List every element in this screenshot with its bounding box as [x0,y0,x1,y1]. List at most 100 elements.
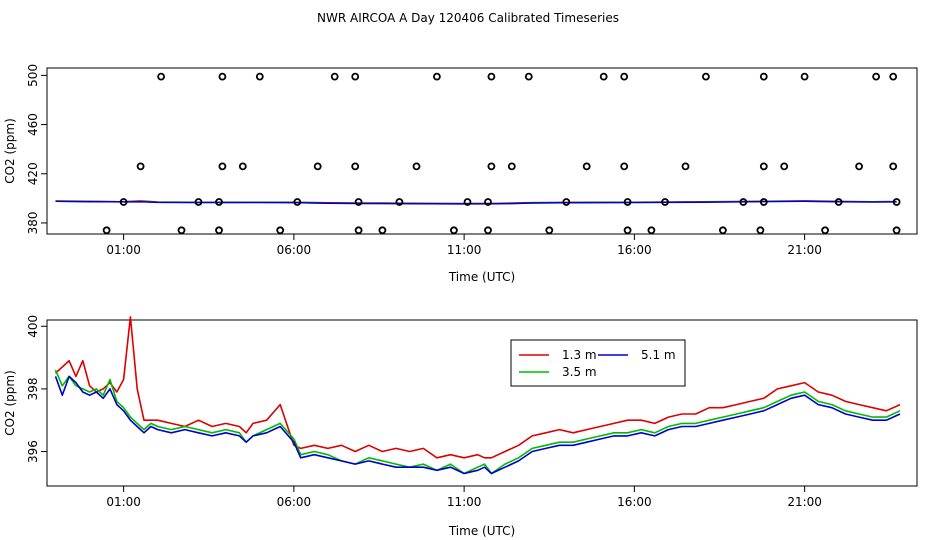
scatter-point [892,198,901,206]
scatter-point [889,72,898,81]
top-y-tick-label: 380 [26,211,40,234]
top-x-tick-label: 21:00 [787,243,822,257]
scatter-point [238,162,247,171]
bottom-x-tick-label: 21:00 [787,495,822,509]
top-y-tick-label: 500 [26,64,40,87]
top-x-tick-label: 01:00 [106,243,141,257]
top-series-lines [55,200,897,205]
top-x-axis-label: Time (UTC) [448,270,515,284]
scatter-point [351,162,360,171]
scatter-point [484,198,492,206]
scatter-point [582,162,591,171]
figure-title: NWR AIRCOA A Day 120406 Calibrated Times… [317,11,619,25]
bottom-series-line-1-3-m [54,316,901,459]
scatter-point [351,72,360,81]
scatter-point [780,162,789,171]
scatter-point [872,72,880,81]
bottom-y-tick-label: 398 [26,377,40,400]
scatter-point [892,226,901,235]
scatter-point [647,226,656,235]
scatter-point [759,162,768,171]
scatter-point [136,162,145,171]
scatter-point [620,162,629,171]
scatter-point [449,226,458,235]
top-y-tick-label: 460 [26,113,40,136]
bottom-x-axis: 01:00 06:00 11:00 16:00 21:00 [106,486,822,509]
scatter-point [293,198,302,206]
scatter-point [194,198,203,206]
top-y-axis-label: CO2 (ppm) [3,118,17,184]
scatter-point [313,162,322,171]
scatter-point [821,226,829,235]
bottom-x-tick-label: 16:00 [617,495,652,509]
scatter-point [800,72,809,81]
scatter-point [759,72,768,81]
legend-label-5-1m: 5.1 m [641,348,676,362]
scatter-point [255,72,264,81]
top-series-line-5-1-m [55,200,897,205]
top-x-tick-label: 06:00 [277,243,312,257]
scatter-point [215,198,223,206]
scatter-point [855,162,863,171]
scatter-point [834,198,843,206]
bottom-plot-frame [46,319,918,487]
bottom-x-tick-label: 01:00 [106,495,141,509]
scatter-point [354,226,363,235]
top-x-tick-label: 11:00 [447,243,482,257]
scatter-point [330,72,339,81]
bottom-y-axis-label: CO2 (ppm) [3,370,17,436]
scatter-point [739,198,748,206]
scatter-point [432,72,441,81]
scatter-point [463,198,472,206]
scatter-point [599,72,608,81]
scatter-point [681,162,690,171]
legend-box [510,339,686,387]
top-x-axis: 01:00 06:00 11:00 16:00 21:00 [106,234,822,257]
scatter-point [177,226,186,235]
scatter-point [276,226,285,235]
top-plot-frame [46,67,918,235]
scatter-point [562,198,571,206]
scatter-point [354,198,363,206]
scatter-point [623,198,632,206]
scatter-point [119,198,128,206]
legend-label-3-5m: 3.5 m [562,365,597,379]
legend-label-1-3m: 1.3 m [562,348,597,362]
scatter-point [524,72,533,81]
scatter-point [487,72,496,81]
scatter-point [507,162,516,171]
top-y-tick-label: 420 [26,162,40,185]
bottom-x-axis-label: Time (UTC) [448,524,515,538]
bottom-panel: 01:00 06:00 11:00 16:00 21:00 396 398 400 Time… [3,315,918,538]
scatter-point [661,198,669,206]
scatter-point [218,162,227,171]
scatter-point [215,226,223,235]
bottom-series-lines [54,316,901,475]
bottom-y-tick-label: 396 [26,440,40,463]
bottom-y-axis: 396 398 400 [26,315,47,463]
scatter-point [487,162,496,171]
bottom-y-tick-label: 400 [26,315,40,338]
scatter-point [218,72,227,81]
scatter-point [756,226,765,235]
scatter-point [157,72,166,81]
scatter-point [702,72,710,81]
scatter-point [889,162,898,171]
scatter-point [412,162,421,171]
bottom-series-line-3-5-m [54,369,901,475]
scatter-point [719,226,727,235]
scatter-point [759,198,768,206]
top-panel: 01:00 06:00 11:00 16:00 21:00 380 420 460 500 T… [3,64,918,284]
top-x-tick-label: 16:00 [617,243,652,257]
bottom-x-tick-label: 11:00 [447,495,482,509]
scatter-point [545,226,554,235]
top-y-axis: 380 420 460 500 [26,64,47,234]
scatter-point [102,226,111,235]
legend: 1.3 m 5.1 m 3.5 m [510,339,686,387]
scatter-point [484,226,492,235]
top-scatter-points [102,72,901,235]
scatter-point [395,198,404,206]
scatter-point [620,72,629,81]
bottom-x-tick-label: 06:00 [277,495,312,509]
